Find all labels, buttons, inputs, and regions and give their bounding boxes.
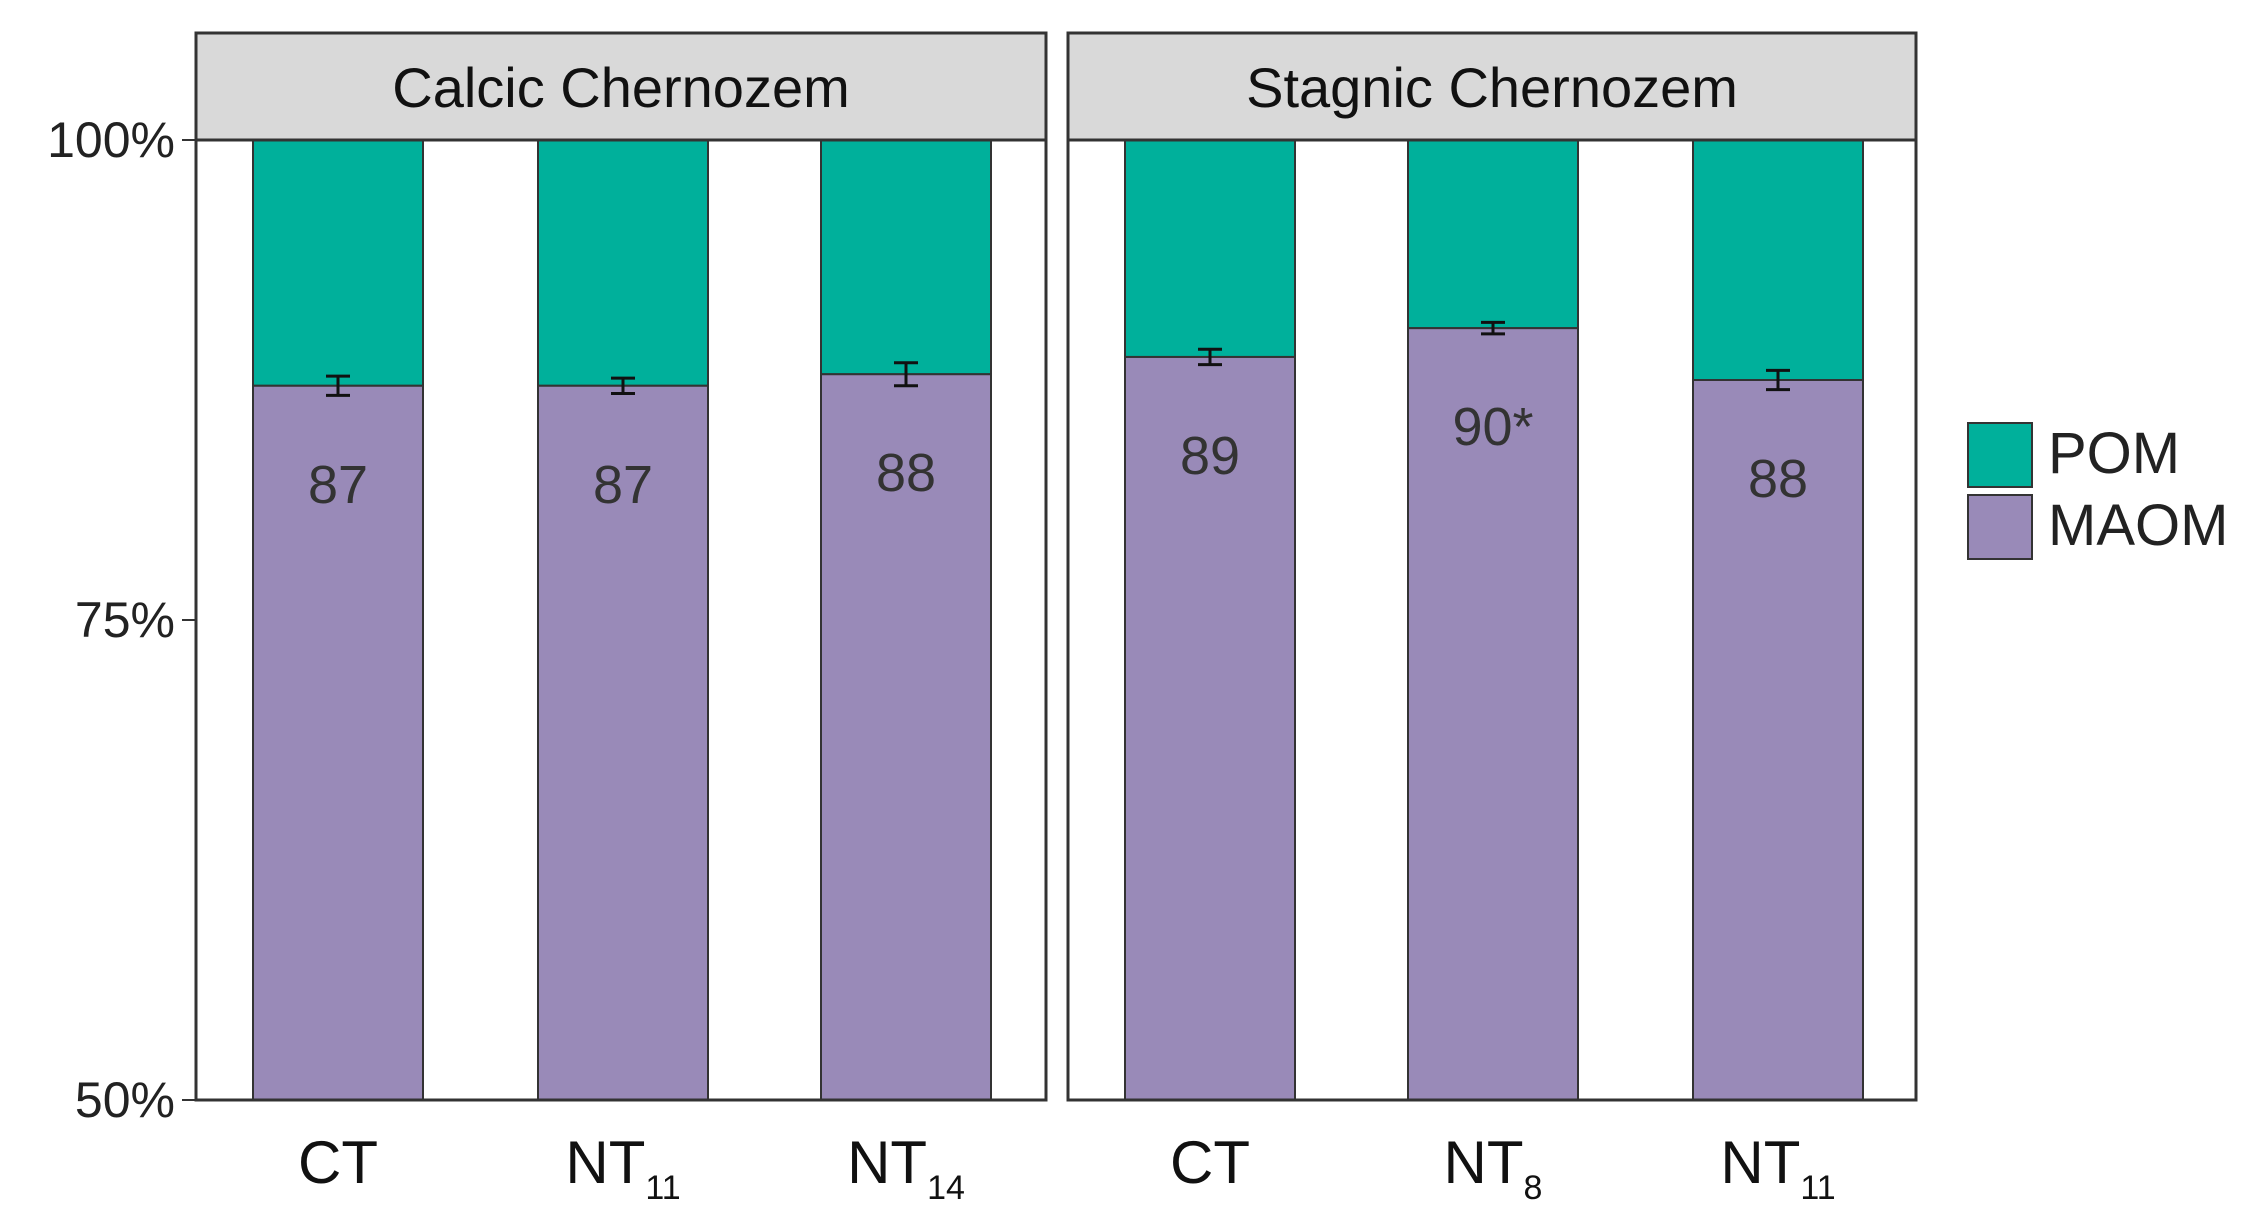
legend-label: POM [2048,421,2180,486]
bar-pom [1125,140,1295,357]
y-tick-label: 100% [47,112,175,168]
x-tick-label-base: NT [1444,1129,1524,1196]
x-tick-label: NT8 [1444,1129,1543,1207]
x-tick-label-subscript: 11 [1800,1169,1835,1207]
data-label: 87 [593,455,653,515]
x-tick-label: CT [1170,1129,1250,1196]
x-tick-label-base: CT [298,1129,378,1196]
data-label: 87 [308,455,368,515]
x-tick-label-base: NT [1720,1129,1800,1196]
x-tick-label-base: NT [565,1129,645,1196]
x-tick-label-subscript: 11 [645,1169,680,1207]
bar-pom [1408,140,1578,328]
x-tick-label-base: NT [847,1129,927,1196]
panel-title: Calcic Chernozem [392,56,850,119]
bar-pom [1693,140,1863,380]
panel-title: Stagnic Chernozem [1246,56,1738,119]
y-tick-label: 50% [75,1072,175,1128]
stacked-bar-chart: 50%75%100%Calcic Chernozem87CT87NT1188NT… [0,0,2258,1225]
legend-swatch [1968,495,2032,559]
y-tick-label: 75% [75,592,175,648]
bar-pom [821,140,991,374]
data-label: 88 [876,443,936,503]
data-label: 88 [1748,449,1808,509]
x-tick-label-subscript: 8 [1524,1169,1543,1207]
legend-swatch [1968,423,2032,487]
bar-pom [538,140,708,386]
x-tick-label: NT11 [565,1129,680,1207]
data-label: 89 [1180,426,1240,486]
chart-root: 50% 75% 100% Calcic Chernozem 87 CT 87 NT11 88 NT… [0,0,2258,1225]
x-tick-label-base: CT [1170,1129,1250,1196]
bar-pom [253,140,423,386]
x-tick-label: CT [298,1129,378,1196]
data-label: 90* [1452,397,1533,457]
x-tick-label: NT11 [1720,1129,1835,1207]
x-tick-label-subscript: 14 [927,1169,965,1207]
legend-label: MAOM [2048,493,2228,558]
x-tick-label: NT14 [847,1129,965,1207]
